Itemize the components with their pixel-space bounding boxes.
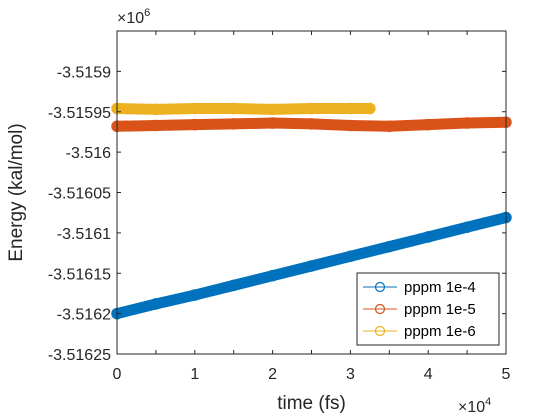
x-tick-label: 3 [346, 366, 355, 383]
data-point [189, 102, 201, 115]
y-tick-label: -3.516 [66, 145, 111, 162]
data-point [227, 102, 240, 115]
series-line [111, 116, 512, 132]
data-point [305, 260, 318, 272]
data-point [266, 103, 279, 116]
legend-swatch-marker [374, 325, 386, 337]
tick-labels: 0 1 2 3 4 5 -3.5159 -3.51595 -3.516 -3.51605 -3.51… [48, 64, 511, 383]
data-point [227, 279, 240, 292]
y-tick-label: -3.51595 [48, 105, 111, 122]
data-point [189, 289, 201, 301]
data-point [383, 240, 396, 253]
y-axis-multiplier: ×106 [117, 7, 150, 27]
data-point [189, 118, 201, 131]
data-point [150, 103, 162, 116]
legend-label: pppm 1e-4 [404, 279, 476, 296]
data-point [227, 118, 240, 130]
y-tick-label: -3.51605 [48, 186, 111, 203]
legend-swatch-marker [374, 303, 386, 315]
series-2 [111, 116, 512, 133]
data-point [344, 250, 357, 263]
y-tick-label: -3.5159 [57, 64, 111, 81]
data-point [266, 269, 279, 282]
x-axis-title: time (fs) [277, 393, 346, 414]
legend-swatch-marker [374, 281, 386, 293]
x-tick-label: 0 [113, 366, 122, 383]
y-tick-label: -3.51625 [48, 347, 111, 364]
x-tick-label: 1 [190, 366, 199, 383]
series-1 [111, 211, 512, 320]
data-point [344, 119, 357, 132]
legend-item: pppm 1e-4 [363, 279, 476, 296]
legend-label: pppm 1e-5 [404, 301, 476, 318]
y-tick-label: -3.5161 [57, 226, 111, 243]
series-line [111, 212, 512, 320]
data-point [364, 102, 376, 115]
legend-entries: pppm 1e-4 pppm 1e-5 pppm 1e-6 [363, 279, 476, 340]
legend-item: pppm 1e-6 [363, 323, 476, 340]
data-point [266, 117, 279, 129]
legend-item: pppm 1e-5 [363, 301, 476, 318]
series-3 [111, 102, 376, 116]
legend: pppm 1e-4 pppm 1e-5 pppm 1e-6 [356, 272, 500, 346]
data-point [461, 221, 473, 233]
y-tick-label: -3.5162 [57, 307, 111, 324]
legend-label: pppm 1e-6 [404, 323, 476, 340]
data-point [383, 120, 396, 133]
y-axis-title: Energy (kal/mol) [6, 123, 27, 261]
data-point [422, 231, 434, 243]
tick-marks [116, 31, 507, 355]
x-tick-label: 4 [424, 366, 433, 383]
series-line [111, 103, 376, 115]
data-point [305, 102, 318, 115]
data-point [461, 117, 473, 129]
data-point [150, 119, 162, 132]
x-tick-label: 5 [502, 366, 511, 383]
x-tick-label: 2 [268, 366, 277, 383]
data-point [305, 118, 318, 130]
y-tick-label: -3.51615 [48, 266, 111, 283]
data-point [422, 118, 434, 131]
data-point [150, 298, 162, 310]
plot-marks [111, 102, 512, 320]
x-axis-multiplier: ×104 [458, 396, 491, 416]
data-point [344, 102, 357, 115]
